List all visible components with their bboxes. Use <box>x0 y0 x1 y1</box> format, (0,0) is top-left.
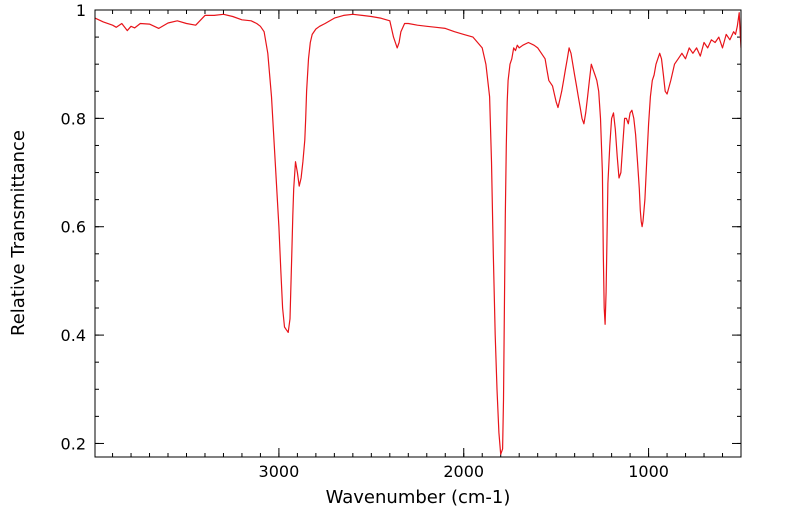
x-tick-label: 2000 <box>443 462 484 481</box>
y-tick-label: 0.6 <box>61 218 86 237</box>
plot-layer <box>95 12 741 455</box>
x-axis-title: Wavenumber (cm-1) <box>326 487 511 508</box>
y-tick-label: 0.2 <box>61 434 86 453</box>
ticks-layer <box>95 9 742 457</box>
y-tick-label: 0.8 <box>61 109 86 128</box>
y-tick-label: 1 <box>76 1 86 20</box>
y-axis-title: Relative Transmittance <box>8 130 29 336</box>
plot-frame <box>94 9 742 458</box>
x-tick-label: 1000 <box>628 462 669 481</box>
tick-labels-layer: 3000 2000 1000 0.2 0.4 0.6 0.8 1 <box>61 1 669 481</box>
spectrum-line-0 <box>95 12 741 455</box>
x-tick-label: 3000 <box>259 462 300 481</box>
y-tick-label: 0.4 <box>61 326 86 345</box>
